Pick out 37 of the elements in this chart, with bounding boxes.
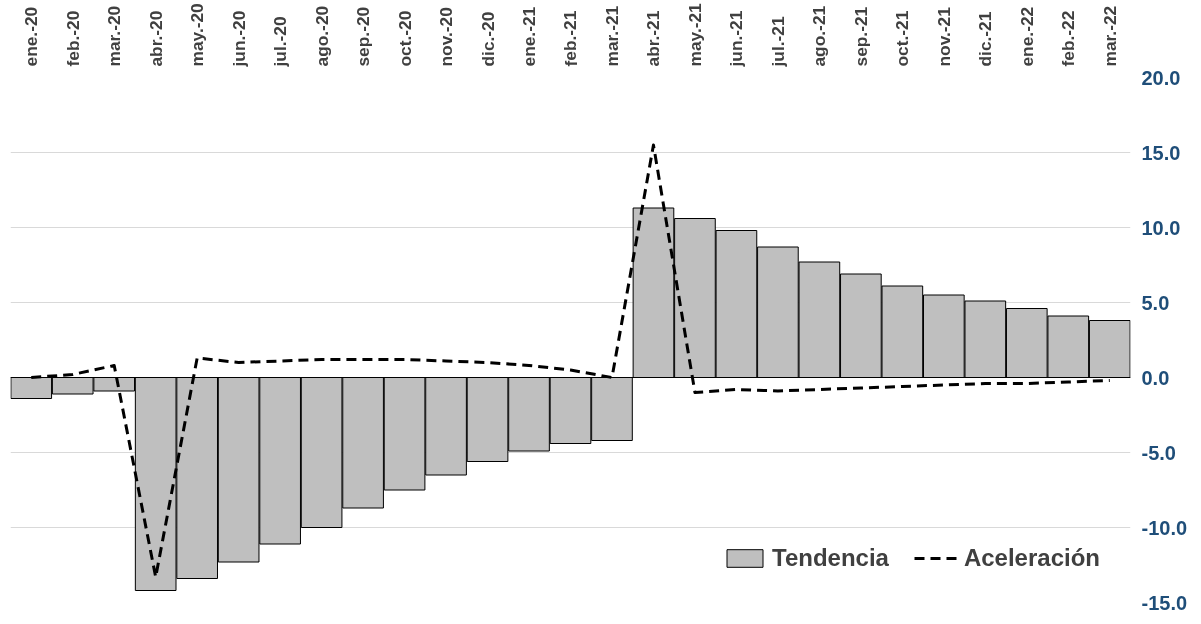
- x-tick-label: dic.-20: [477, 11, 498, 67]
- x-tick-label: abr.-20: [145, 10, 166, 67]
- x-tick-label: may.-20: [187, 3, 208, 67]
- x-tick-label: ene.-21: [519, 6, 540, 67]
- x-tick-label: ene.-22: [1016, 6, 1037, 67]
- y-tick-label: -15.0: [1141, 591, 1188, 614]
- x-tick-label: ago.-20: [311, 5, 332, 67]
- x-tick-label: mar.-21: [601, 5, 622, 67]
- y-tick-label: 0.0: [1141, 366, 1170, 389]
- x-tick-label: ene.-20: [21, 6, 42, 67]
- y-tick-label: 10.0: [1141, 216, 1181, 239]
- y-tick-label: -10.0: [1141, 516, 1188, 539]
- x-tick-label: jul.-20: [270, 16, 291, 68]
- x-tick-label: feb.-22: [1058, 10, 1079, 67]
- x-tick-label: jun.-21: [726, 10, 747, 68]
- x-tick-label: may.-21: [684, 2, 705, 67]
- x-tick-label: sep.-21: [850, 6, 871, 67]
- x-tick-label: feb.-20: [62, 10, 83, 67]
- x-tick-label: feb.-21: [560, 10, 581, 67]
- x-tick-label: jun.-20: [228, 10, 249, 68]
- x-tick-label: nov.-20: [436, 7, 457, 67]
- y-tick-label: 15.0: [1141, 141, 1181, 164]
- legend-label: Aceleración: [963, 544, 1100, 572]
- x-tick-label: mar.-20: [104, 5, 125, 67]
- x-tick-label: oct.-21: [892, 10, 913, 67]
- x-tick-label: nov.-21: [933, 6, 954, 67]
- y-tick-label: 5.0: [1141, 291, 1170, 314]
- x-tick-label: jul.-21: [767, 16, 788, 68]
- x-tick-label: dic.-21: [975, 11, 996, 67]
- x-tick-label: oct.-20: [394, 10, 415, 67]
- x-tick-label: sep.-20: [353, 6, 374, 67]
- x-tick-label: mar.-22: [1099, 5, 1120, 67]
- x-tick-label: ago.-21: [809, 5, 830, 67]
- x-tick-label: abr.-21: [643, 10, 664, 67]
- y-tick-label: -5.0: [1141, 441, 1176, 464]
- legend-label: Tendencia: [772, 544, 889, 572]
- y-tick-label: 20.0: [1141, 66, 1181, 89]
